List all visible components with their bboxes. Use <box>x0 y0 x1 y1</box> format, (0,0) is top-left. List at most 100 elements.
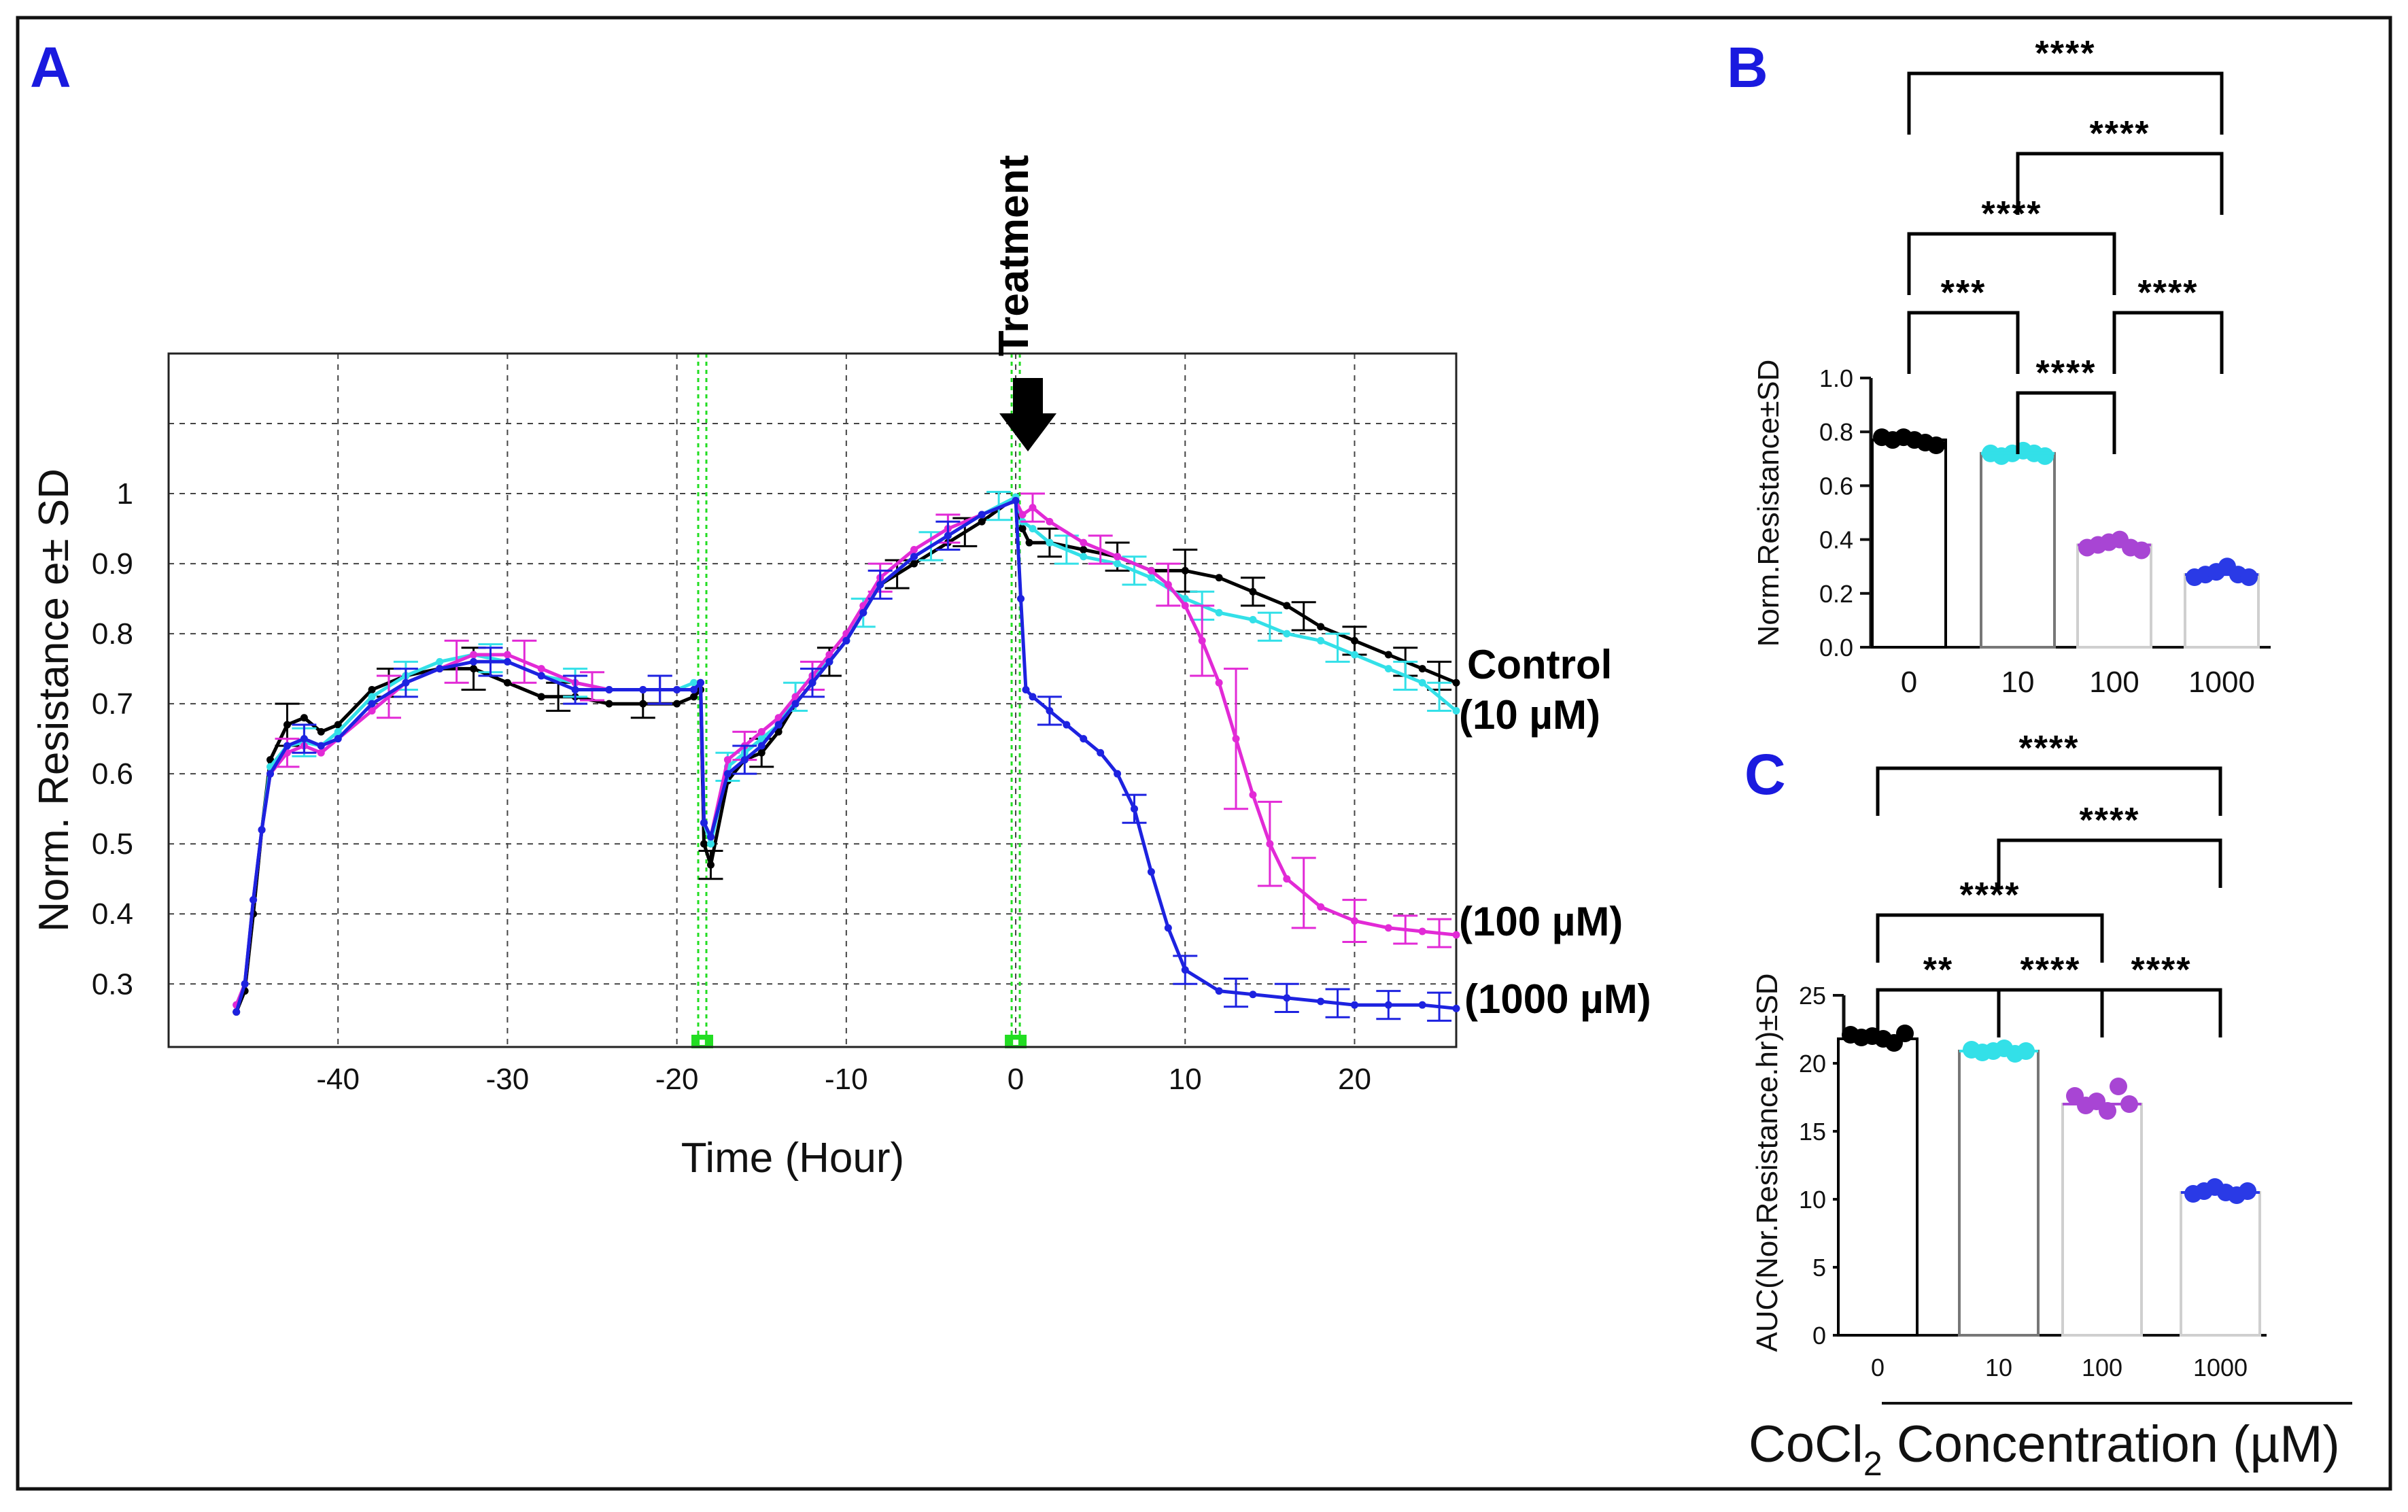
a-series-point <box>876 581 884 589</box>
a-series-point <box>1029 504 1037 512</box>
b-chart: 0.00.20.40.60.81.00 10 100 1000************… <box>1819 34 2271 699</box>
a-series-point <box>317 727 325 736</box>
c-significance-bracket <box>1876 988 2001 1037</box>
c-y-tick-label: 10 <box>1799 1186 1826 1214</box>
b-bar <box>2184 573 2260 649</box>
c-significance-label: **** <box>2080 801 2140 840</box>
panel-letter-c: C <box>1744 742 1786 806</box>
a-x-tick-label: -10 <box>825 1063 868 1096</box>
a-series-point <box>1452 931 1460 939</box>
a-x-tick-label: 20 <box>1338 1063 1371 1096</box>
label-control: Control <box>1467 642 1612 687</box>
a-series-point <box>470 665 478 673</box>
c-x-tick-label: 1000 <box>2193 1354 2248 1381</box>
c-significance-label: **** <box>2019 729 2080 768</box>
panel-c: C AUC(Nor.Resistance.hr)±SD 0 5 10 15 20 25 0 1… <box>1744 729 2352 1483</box>
a-series-point <box>250 896 258 904</box>
a-series-point <box>334 735 342 743</box>
a-y-axis-title: Norm. Resistance e± SD <box>31 468 78 932</box>
b-y-tick-label: 1.0 <box>1819 364 1853 392</box>
a-series-point <box>1249 991 1257 999</box>
b-significance-label: **** <box>1982 194 2042 234</box>
label-1000uM: (1000 µM) <box>1464 976 1651 1022</box>
b-y-tick-label: 0.8 <box>1819 418 1853 446</box>
a-series-point <box>266 756 275 764</box>
label-10uM: (10 µM) <box>1459 692 1600 738</box>
a-series-point <box>1384 924 1392 932</box>
a-series-point <box>639 700 647 708</box>
a-series-point <box>1164 924 1172 932</box>
c-y-tick-label: 15 <box>1799 1118 1826 1146</box>
a-series-point <box>706 840 715 848</box>
a-series-point <box>1452 678 1460 687</box>
a-series-point <box>757 735 766 743</box>
a-series-point <box>1080 538 1088 547</box>
a-x-tick-label: -30 <box>486 1063 530 1096</box>
a-series-point <box>757 727 766 736</box>
b-y-axis-title: Norm.Resistance±SD <box>1752 360 1785 647</box>
a-series-point <box>1025 538 1033 547</box>
c-significance-label: **** <box>2131 950 2192 990</box>
b-significance-bracket <box>2016 391 2116 454</box>
treatment-label: Treatment <box>991 155 1037 356</box>
b-y-tick-label: 0.0 <box>1819 634 1853 662</box>
a-series-point <box>368 693 376 701</box>
c-significance-bracket <box>1997 838 2222 888</box>
a-series-point <box>233 1008 241 1016</box>
a-series-point <box>690 693 698 701</box>
a-series-point <box>571 686 579 694</box>
a-series-point <box>706 861 715 869</box>
a-series-point <box>1147 566 1155 574</box>
a-series-point <box>1215 987 1223 995</box>
b-data-point <box>2036 447 2054 465</box>
a-series-point <box>1232 735 1240 743</box>
a-series-point <box>1215 574 1223 582</box>
a-series-point <box>258 826 266 834</box>
a-series-point <box>503 651 511 659</box>
a-y-tick-label: 0.3 <box>92 967 133 1001</box>
a-series-point <box>605 700 613 708</box>
a-x-axis-title: Time (Hour) <box>681 1135 904 1182</box>
a-series-point <box>1164 581 1172 589</box>
a-series-point <box>1063 721 1071 729</box>
c-bar <box>1837 1037 1919 1337</box>
a-series-point <box>774 721 782 729</box>
a-guide-marker <box>691 1035 714 1048</box>
a-series-point <box>1418 678 1426 687</box>
a-x-tick-labels: -40 -30 -20 -10 0 10 20 <box>316 1063 1371 1096</box>
a-series-point <box>757 749 766 757</box>
a-series-point <box>723 756 732 764</box>
a-series-point <box>1266 840 1274 848</box>
a-series-point <box>1046 706 1054 715</box>
b-significance-label: **** <box>2138 273 2199 313</box>
a-series-point <box>283 742 291 750</box>
a-series-point <box>859 608 867 617</box>
a-series <box>233 496 1460 1022</box>
a-series-point <box>910 560 918 568</box>
a-series-point <box>1131 805 1138 813</box>
a-series-point <box>317 749 325 757</box>
a-series-point <box>368 700 376 708</box>
a-series-point <box>1384 651 1392 659</box>
c-y-tick-label: 0 <box>1812 1322 1826 1350</box>
c-x-tick-label: 0 <box>1871 1354 1885 1381</box>
a-series-point <box>1384 1001 1392 1009</box>
a-series-point <box>1283 602 1291 610</box>
b-significance-bracket <box>2016 152 2224 215</box>
a-series-point <box>241 980 249 988</box>
a-series-point <box>1215 608 1223 617</box>
b-significance-bracket <box>1907 311 2020 374</box>
a-series-point <box>1022 686 1030 694</box>
a-guide-marker-glyph: ■ <box>1012 1037 1019 1048</box>
b-significance-label: **** <box>2035 34 2096 73</box>
a-series-point <box>1181 595 1189 603</box>
a-series-point <box>673 700 681 708</box>
a-series-point <box>1046 517 1054 526</box>
a-series-point <box>791 700 799 708</box>
a-series-point <box>944 532 952 540</box>
a-series-point <box>1029 525 1037 533</box>
a-series-point <box>1452 706 1460 715</box>
a-series-point <box>791 693 799 701</box>
a-series-point <box>1418 927 1426 935</box>
